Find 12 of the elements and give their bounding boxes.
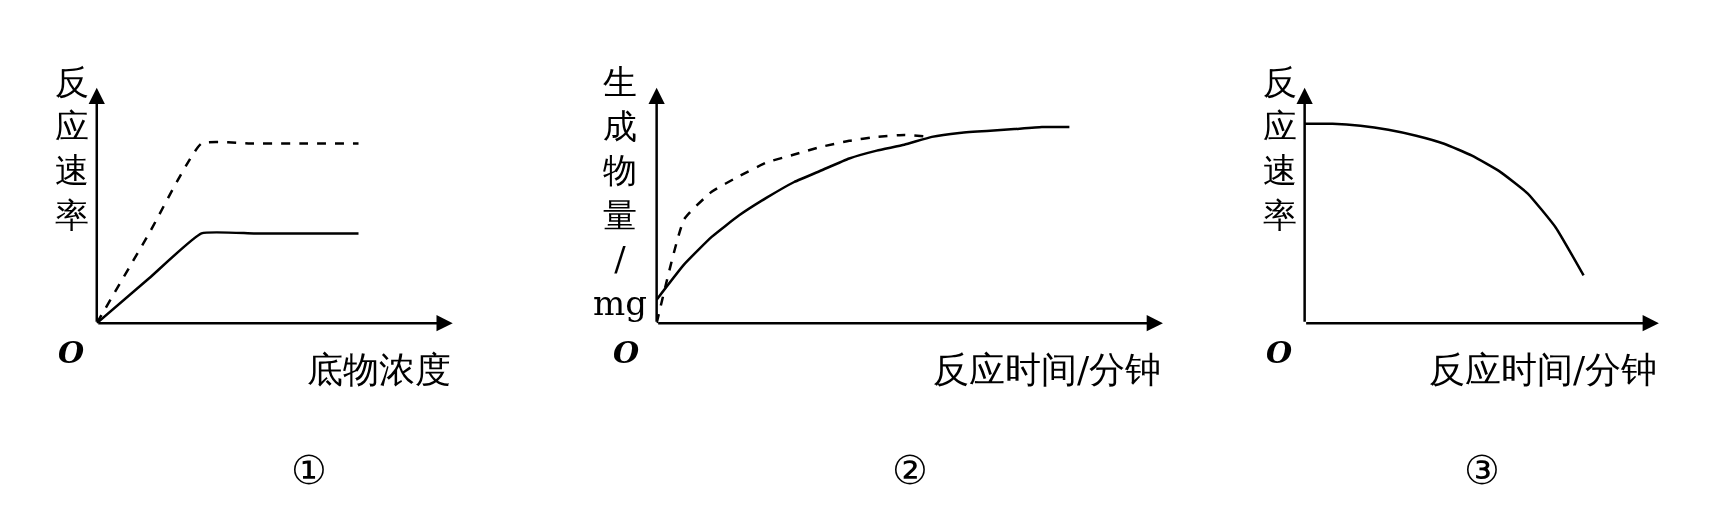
y-axis-title: 反应速率 [1263, 62, 1297, 235]
x-axis-title: 反应时间/分钟 [933, 349, 1162, 390]
text: ② [892, 447, 928, 493]
y-axis-title: 生成物量/mg [593, 62, 648, 323]
text: O [613, 335, 640, 370]
text: ① [291, 447, 327, 493]
y-axis-title: 反应速率 [55, 62, 89, 235]
text: O [58, 335, 85, 370]
x-axis-title: 底物浓度 [307, 349, 451, 390]
text: O [1266, 335, 1293, 370]
x-axis-title: 反应时间/分钟 [1429, 349, 1658, 390]
text: ③ [1464, 447, 1500, 493]
